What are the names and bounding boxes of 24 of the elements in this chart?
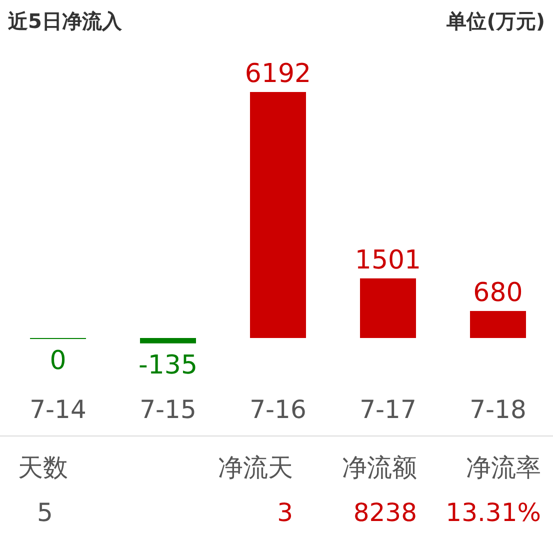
x-tick-label: 7-15	[140, 395, 196, 424]
bar	[470, 310, 526, 338]
text: 8238	[353, 498, 417, 527]
text: 净流天	[218, 453, 293, 482]
chart-title: 近5日净流入	[7, 9, 123, 33]
text: 13.31%	[446, 498, 541, 527]
data-label: 680	[473, 278, 523, 308]
data-label: 1501	[354, 245, 422, 276]
bar	[250, 92, 306, 338]
bar	[140, 338, 196, 344]
data-label: 6192	[244, 59, 312, 89]
x-tick-label: 7-16	[250, 395, 306, 424]
text: 5	[37, 498, 53, 527]
x-tick-label: 7-18	[470, 395, 526, 424]
text: 3	[277, 498, 293, 527]
text: 天数	[18, 453, 68, 482]
x-tick-label: 7-17	[360, 395, 416, 424]
data-label: -135	[138, 350, 198, 380]
text: 净流额	[342, 453, 417, 482]
bar	[360, 278, 416, 338]
x-tick-label: 7-14	[30, 395, 86, 424]
data-label: 0	[50, 346, 66, 376]
chart-subtitle: 单位(万元)	[446, 9, 545, 33]
text: 净流率	[466, 453, 541, 482]
